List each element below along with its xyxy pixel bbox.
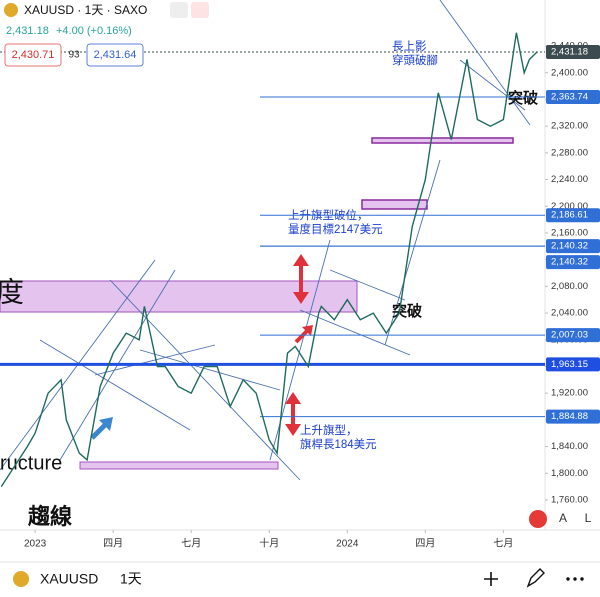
- spread: 93: [68, 50, 80, 61]
- symbol: XAUUSD · 1天 · SAXO: [24, 3, 147, 17]
- price-label-bg: [546, 255, 600, 270]
- price-label-bg: [546, 44, 600, 59]
- x-tick-label: 七月: [181, 538, 201, 550]
- change: +4.00 (+0.16%): [56, 25, 132, 37]
- price-label: 1,884.88: [551, 411, 588, 422]
- price-label-bg: [546, 239, 600, 254]
- x-tick-label: 四月: [415, 538, 435, 550]
- x-tick-label: 七月: [493, 538, 513, 550]
- annotation: 旗桿長184美元: [300, 437, 377, 451]
- symbol-icon: [13, 571, 29, 587]
- y-tick-label: 2,400.00: [551, 67, 588, 78]
- y-tick-label: 2,080.00: [551, 281, 588, 292]
- y-tick-label: 1,920.00: [551, 388, 588, 399]
- y-tick-label: 2,280.00: [551, 147, 588, 158]
- price-label-bg: [546, 409, 600, 424]
- buy-button[interactable]: [86, 43, 144, 67]
- y-tick-label: 1,840.00: [551, 441, 588, 452]
- price-label-bg: [546, 208, 600, 223]
- annotation: 突破: [508, 89, 538, 107]
- plot: 1,760.001,800.001,840.001,880.001,920.00…: [0, 32, 600, 550]
- annotation: ructure: [0, 452, 62, 474]
- arrows: [90, 254, 313, 440]
- price-label: 2,007.03: [551, 330, 588, 341]
- y-tick-label: 2,240.00: [551, 174, 588, 185]
- log-button[interactable]: L: [585, 511, 592, 525]
- annotation: 量度目標2147美元: [288, 222, 383, 236]
- add-button[interactable]: [484, 572, 498, 586]
- y-tick-label: 2,200.00: [551, 201, 588, 212]
- button[interactable]: [191, 2, 209, 18]
- toolbar-interval[interactable]: 1天: [120, 571, 142, 587]
- price-label-bg: [546, 89, 600, 104]
- toolbar-symbol[interactable]: XAUUSD: [40, 571, 98, 587]
- price-label: 2,140.32: [551, 257, 588, 268]
- ask: 2,431.64: [94, 49, 137, 61]
- x-tick-label: 2024: [336, 539, 359, 550]
- zone: [371, 137, 514, 144]
- x-tick-label: 十月: [259, 537, 279, 550]
- last-price: 2,431.18: [6, 25, 49, 37]
- annotation: 度: [0, 276, 24, 307]
- price-label: 2,431.18: [551, 46, 588, 57]
- draw-button[interactable]: [526, 568, 545, 588]
- button[interactable]: [170, 2, 188, 18]
- price-label: 2,140.32: [551, 241, 588, 252]
- annotation: 突破: [392, 302, 422, 320]
- bid: 2,430.71: [12, 49, 55, 61]
- auto-button[interactable]: A: [559, 511, 567, 525]
- price-label: 2,186.61: [551, 210, 588, 221]
- trend-lines: [0, 0, 531, 481]
- zone: [79, 461, 279, 470]
- price-label-bg: [546, 328, 600, 343]
- y-tick-label: 2,320.00: [551, 121, 588, 132]
- annotation: 長上影: [392, 40, 427, 53]
- x-tick-label: 四月: [103, 538, 123, 550]
- price-label: 2,363.74: [551, 91, 588, 102]
- annotation: 趨線: [27, 504, 72, 529]
- x-tick-label: 2023: [24, 539, 47, 550]
- button[interactable]: [529, 510, 547, 528]
- price-line: [0, 32, 538, 487]
- y-tick-label: 1,800.00: [551, 468, 588, 479]
- more-button[interactable]: [566, 577, 584, 581]
- annotation: 上升旗型，: [300, 423, 358, 437]
- y-tick-label: 2,040.00: [551, 308, 588, 319]
- y-tick-label: 2,160.00: [551, 227, 588, 238]
- price-label-bg: [546, 357, 600, 372]
- symbol-icon: [4, 3, 18, 17]
- sell-button[interactable]: [4, 43, 62, 67]
- annotation: 穿頭破腳: [392, 53, 438, 67]
- y-tick-label: 1,760.00: [551, 494, 588, 505]
- price-label: 1,963.15: [551, 359, 588, 370]
